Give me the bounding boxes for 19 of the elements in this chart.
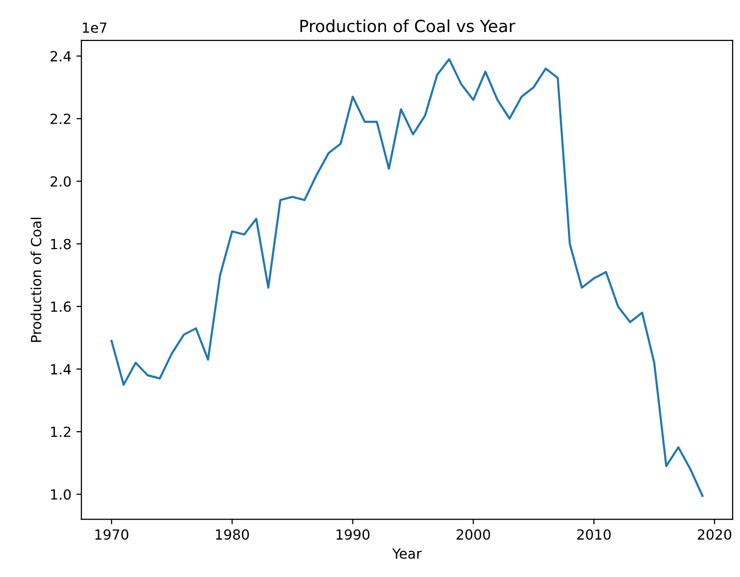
y-tick-label: 2.4 (50, 51, 71, 62)
y-tick-label: 2.0 (50, 176, 71, 187)
x-tick-label: 2000 (456, 529, 490, 540)
y-tick-label: 1.4 (51, 364, 71, 374)
text: 1e7 (82, 22, 106, 33)
y-tick-label: 1.8 (51, 238, 71, 250)
chart-title: Production of Coal vs Year (300, 19, 516, 32)
y-tick-label: 1.6 (51, 301, 71, 312)
x-tick-label: 1990 (336, 529, 370, 540)
x-tick-label: 1980 (216, 529, 249, 540)
x-tick-label: 2010 (577, 529, 611, 540)
x-tick-label: 2020 (698, 529, 732, 540)
x-axis-title: Year (392, 548, 422, 559)
y-tick-label: 2.2 (50, 114, 70, 124)
line-series (110, 58, 704, 497)
y-tick-label: 1.0 (51, 489, 71, 500)
y-axis-title: Production of Coal (30, 218, 42, 342)
y-tick-label: 1.2 (51, 426, 70, 437)
x-tick-label: 1970 (95, 529, 128, 540)
